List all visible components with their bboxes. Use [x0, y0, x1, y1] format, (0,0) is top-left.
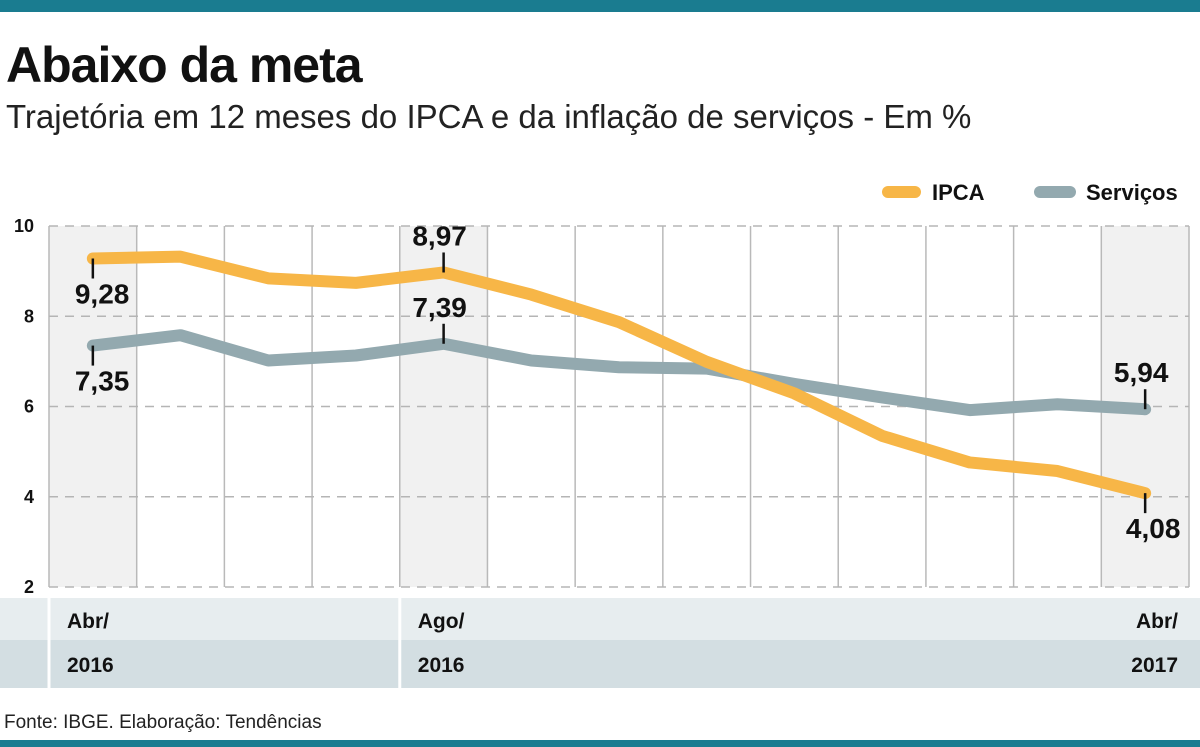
- chart-title: Abaixo da meta: [6, 37, 363, 93]
- data-label: 4,08: [1126, 513, 1181, 544]
- top-accent-bar: [0, 0, 1200, 12]
- y-tick-label: 8: [24, 306, 34, 326]
- legend-label-ipca: IPCA: [932, 180, 985, 205]
- x-axis-band-month: [0, 598, 1200, 640]
- x-tick-month: Abr/: [67, 610, 109, 633]
- x-axis-band-year: [0, 640, 1200, 688]
- y-tick-label: 2: [24, 577, 34, 597]
- y-tick-label: 4: [24, 487, 34, 507]
- y-tick-label: 6: [24, 397, 34, 417]
- x-tick-month: Ago/: [418, 610, 465, 633]
- data-label: 7,39: [412, 292, 467, 323]
- series-line-servicos: [86, 329, 1152, 417]
- data-label: 5,94: [1114, 357, 1169, 388]
- data-label: 7,35: [75, 366, 130, 397]
- series-line-ipca: [86, 250, 1152, 500]
- x-tick-year: 2016: [67, 654, 114, 677]
- bottom-accent-bar: [0, 740, 1200, 747]
- x-tick-year: 2017: [1131, 654, 1178, 677]
- data-label: 9,28: [75, 278, 130, 309]
- data-label: 8,97: [412, 220, 467, 251]
- chart-subtitle: Trajetória em 12 meses do IPCA e da infl…: [6, 98, 972, 135]
- source-note: Fonte: IBGE. Elaboração: Tendências: [4, 712, 322, 733]
- x-tick-month: Abr/: [1136, 610, 1178, 633]
- highlight-column: [49, 226, 137, 587]
- y-tick-label: 10: [14, 216, 34, 236]
- x-tick-year: 2016: [418, 654, 465, 677]
- legend-label-servicos: Serviços: [1086, 180, 1178, 205]
